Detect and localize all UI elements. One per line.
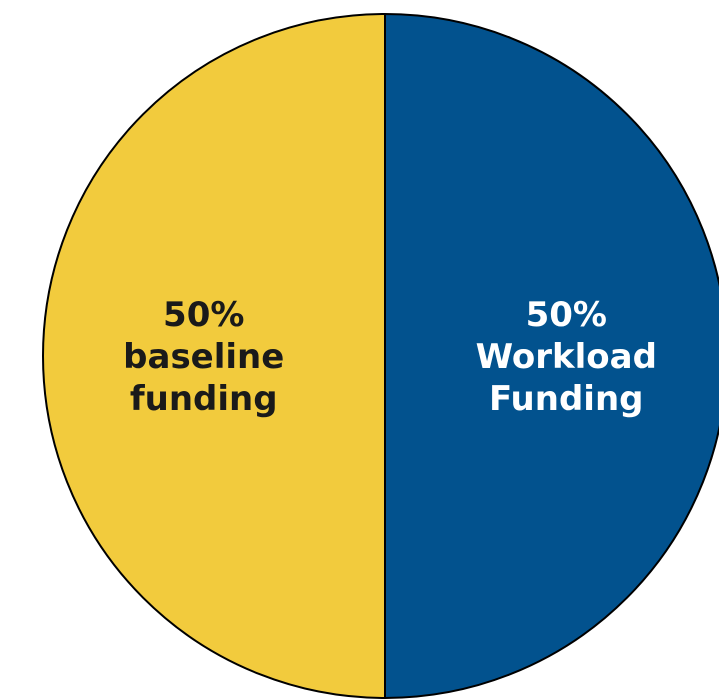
slice-name-line: baseline: [123, 337, 284, 377]
pie-slices: [42, 13, 719, 699]
slice-name-line: Funding: [489, 379, 643, 419]
pie-slice-0: [42, 13, 386, 699]
slice-name-line: Workload: [476, 337, 657, 377]
pie-slice-1: [384, 13, 719, 699]
pie-slice-label-1: 50% Workload Funding: [476, 295, 657, 419]
slice-percent-label: 50%: [163, 295, 244, 335]
pie-slice-label-0: 50% baseline funding: [123, 295, 284, 419]
slice-percent-label: 50%: [526, 295, 607, 335]
slice-name-line: funding: [130, 379, 278, 419]
